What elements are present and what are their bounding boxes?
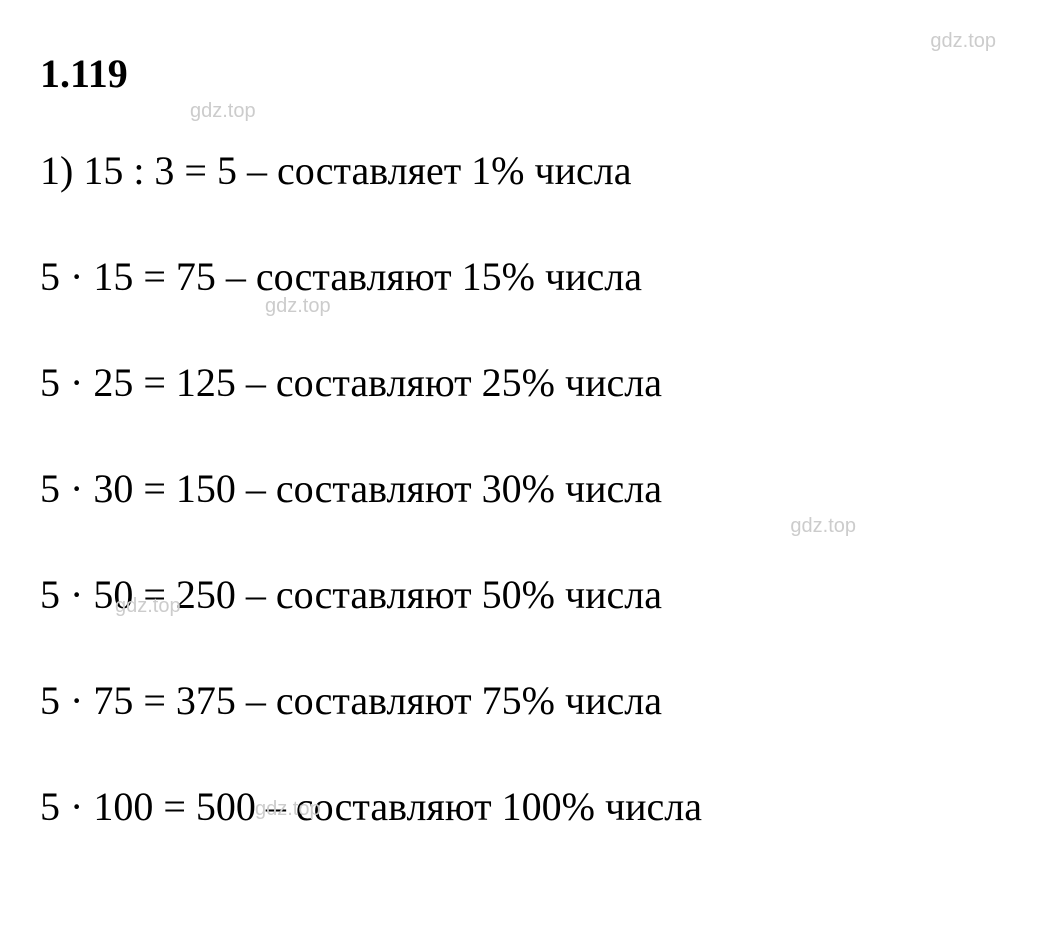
math-line: 1) 15 : 3 = 5 – составляет 1% числа [40, 147, 1006, 195]
watermark: gdz.top [790, 515, 856, 538]
watermark: gdz.top [190, 100, 256, 123]
math-line: 5 · 100 = 500 – составляют 100% числа [40, 783, 1006, 831]
math-line: 5 · 25 = 125 – составляют 25% числа [40, 359, 1006, 407]
problem-number: 1.119 [40, 50, 1006, 97]
math-line: 5 · 50 = 250 – составляют 50% числа [40, 571, 1006, 619]
math-line: 5 · 75 = 375 – составляют 75% числа [40, 677, 1006, 725]
math-line: 5 · 30 = 150 – составляют 30% числа [40, 465, 1006, 513]
math-line: 5 · 15 = 75 – составляют 15% числа [40, 253, 1006, 301]
